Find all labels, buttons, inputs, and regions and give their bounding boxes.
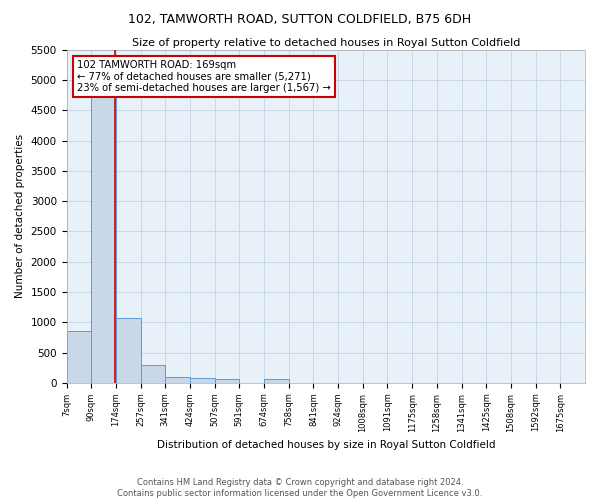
Bar bbox=[190, 378, 215, 383]
Y-axis label: Number of detached properties: Number of detached properties bbox=[15, 134, 25, 298]
Text: 102 TAMWORTH ROAD: 169sqm
← 77% of detached houses are smaller (5,271)
23% of se: 102 TAMWORTH ROAD: 169sqm ← 77% of detac… bbox=[77, 60, 331, 93]
Bar bbox=[165, 377, 190, 383]
Text: Contains HM Land Registry data © Crown copyright and database right 2024.
Contai: Contains HM Land Registry data © Crown c… bbox=[118, 478, 482, 498]
X-axis label: Distribution of detached houses by size in Royal Sutton Coldfield: Distribution of detached houses by size … bbox=[157, 440, 495, 450]
Title: Size of property relative to detached houses in Royal Sutton Coldfield: Size of property relative to detached ho… bbox=[131, 38, 520, 48]
Bar bbox=[91, 64, 116, 383]
Text: 102, TAMWORTH ROAD, SUTTON COLDFIELD, B75 6DH: 102, TAMWORTH ROAD, SUTTON COLDFIELD, B7… bbox=[128, 12, 472, 26]
Bar bbox=[264, 378, 289, 383]
Bar bbox=[140, 366, 165, 383]
Bar bbox=[116, 318, 140, 383]
Bar bbox=[215, 378, 239, 383]
Bar bbox=[67, 332, 91, 383]
